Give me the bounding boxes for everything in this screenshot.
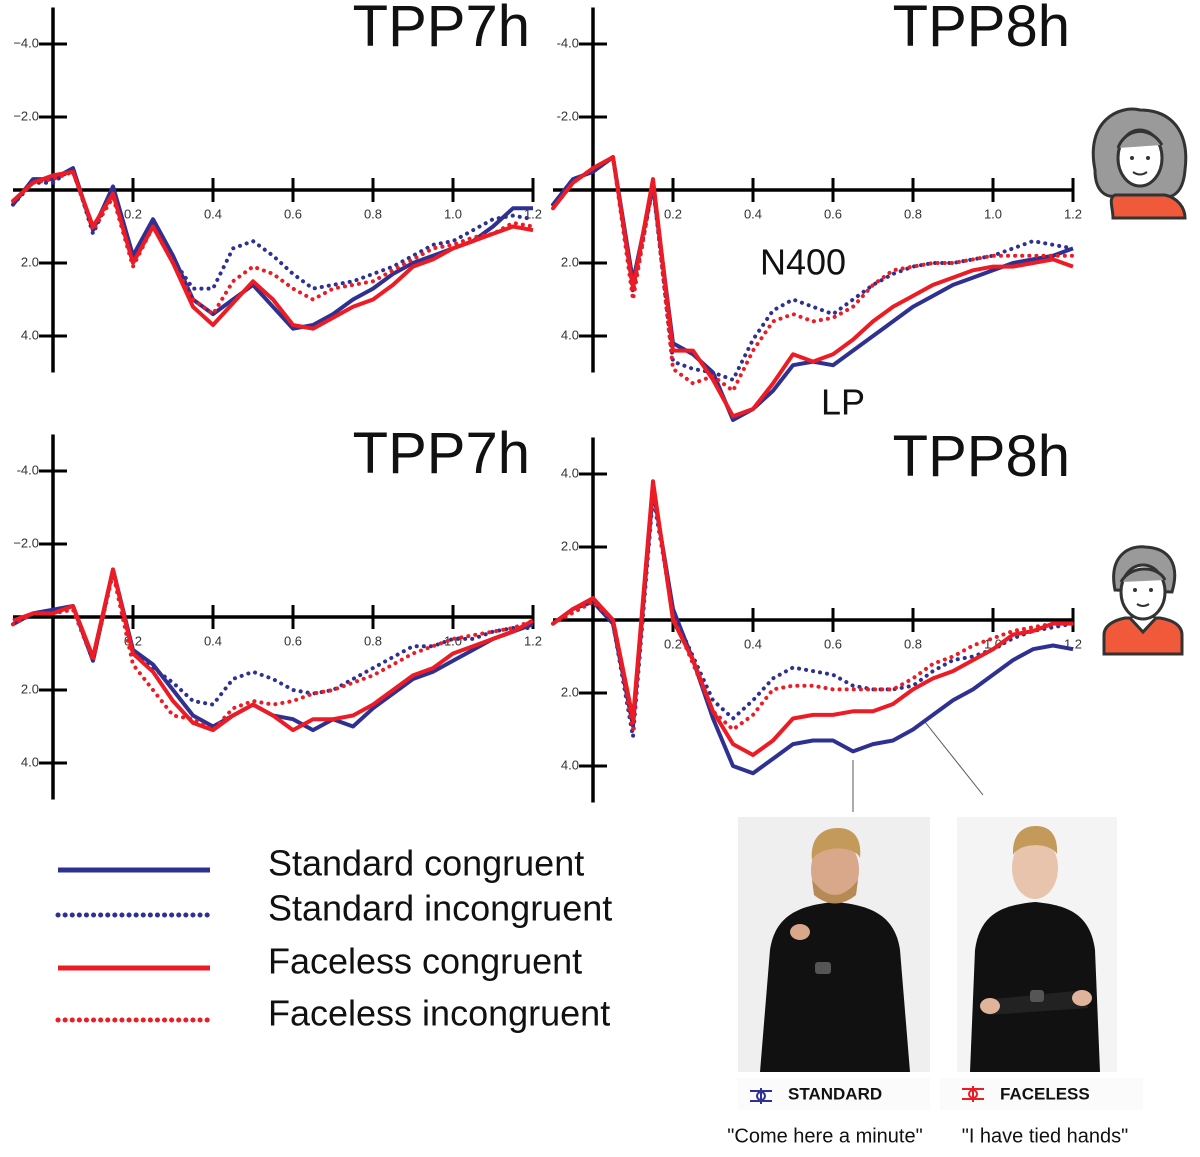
y-tick-label: -2.0 <box>557 108 579 123</box>
y-tick-label: 2.0 <box>21 254 39 269</box>
erp-line <box>551 488 1075 733</box>
female-viewer-icon <box>1091 107 1188 220</box>
x-tick-label: 0.8 <box>364 206 382 221</box>
x-tick-label: 0.4 <box>744 206 762 221</box>
photo-caption: "I have tied hands" <box>962 1125 1129 1147</box>
x-tick-label: 1.2 <box>524 633 542 648</box>
y-tick-label: 2.0 <box>561 684 579 699</box>
annotation: N400 <box>760 242 846 283</box>
x-tick-label: 0.4 <box>204 206 222 221</box>
x-tick-label: 0.6 <box>284 206 302 221</box>
y-tick-label: 2.0 <box>561 254 579 269</box>
x-tick-label: 0.2 <box>124 206 142 221</box>
chart-title: TPP7h <box>353 421 530 486</box>
x-tick-label: 0.4 <box>204 633 222 648</box>
photo-standard <box>738 817 930 1072</box>
erp-line <box>12 567 534 733</box>
male-viewer-icon <box>1102 545 1184 656</box>
y-tick-label: −2.0 <box>13 535 39 550</box>
erp-line <box>11 169 535 317</box>
chart-title: TPP8h <box>893 424 1070 489</box>
chart-title: TPP8h <box>893 0 1070 59</box>
x-tick-label: 1.0 <box>444 206 462 221</box>
x-tick-label: 1.2 <box>1064 206 1082 221</box>
y-tick-label: -4.0 <box>557 35 579 50</box>
legend-label: Standard congruent <box>268 843 584 884</box>
y-tick-label: -4.0 <box>17 462 39 477</box>
photo-faceless <box>957 817 1117 1072</box>
x-tick-label: 0.4 <box>744 636 762 651</box>
x-tick-label: 0.6 <box>824 206 842 221</box>
erp-line <box>551 153 1075 394</box>
y-tick-label: 4.0 <box>561 327 579 342</box>
x-tick-label: 0.2 <box>664 206 682 221</box>
erp-line <box>11 164 535 291</box>
x-tick-label: 1.0 <box>984 206 1002 221</box>
annotation: LP <box>821 382 865 423</box>
y-tick-label: 2.0 <box>561 538 579 553</box>
y-tick-label: 4.0 <box>21 754 39 769</box>
x-tick-label: 0.8 <box>904 206 922 221</box>
y-tick-label: 4.0 <box>21 327 39 342</box>
legend-label: Standard incongruent <box>268 888 612 929</box>
photo-label: STANDARD <box>788 1084 882 1103</box>
legend-label: Faceless congruent <box>268 941 582 982</box>
erp-line <box>11 572 535 733</box>
x-tick-label: 0.6 <box>824 636 842 651</box>
y-tick-label: 4.0 <box>561 465 579 480</box>
y-tick-label: 4.0 <box>561 757 579 772</box>
erp-line <box>551 155 1074 419</box>
erp-line <box>551 479 1073 757</box>
x-tick-label: 0.8 <box>364 633 382 648</box>
erp-line <box>11 169 534 331</box>
y-tick-label: −4.0 <box>13 35 39 50</box>
chart-title: TPP7h <box>353 0 530 59</box>
faceless-symbol <box>962 1086 984 1102</box>
legend-label: Faceless incongruent <box>268 993 610 1034</box>
x-tick-label: 0.6 <box>284 633 302 648</box>
y-tick-label: 2.0 <box>21 681 39 696</box>
y-tick-label: −2.0 <box>13 108 39 123</box>
standard-symbol <box>750 1088 772 1104</box>
x-tick-label: 0.2 <box>664 636 682 651</box>
connector <box>924 721 984 796</box>
caption-bar <box>738 1078 930 1110</box>
photo-caption: "Come here a minute" <box>727 1125 922 1147</box>
photo-label: FACELESS <box>1000 1084 1090 1103</box>
x-tick-label: 0.8 <box>904 636 922 651</box>
